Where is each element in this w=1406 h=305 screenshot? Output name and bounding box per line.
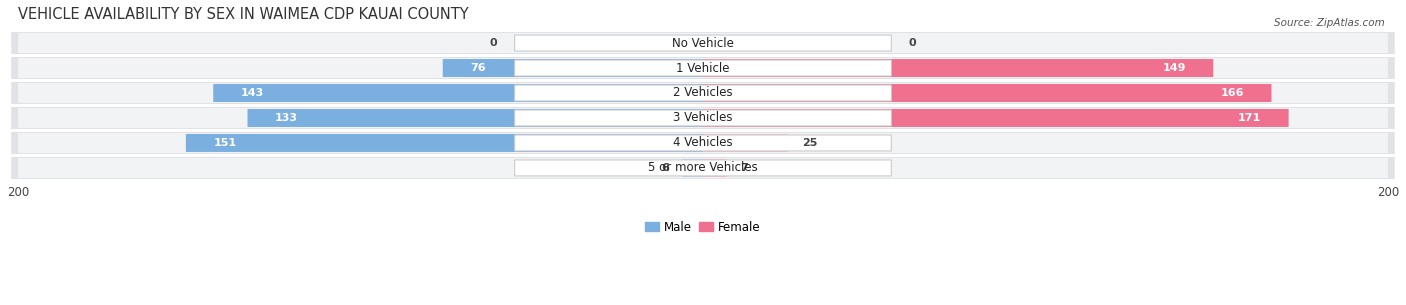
Text: 2 Vehicles: 2 Vehicles xyxy=(673,87,733,99)
FancyBboxPatch shape xyxy=(186,134,703,152)
FancyBboxPatch shape xyxy=(703,84,1271,102)
Text: 25: 25 xyxy=(803,138,818,148)
FancyBboxPatch shape xyxy=(515,110,891,126)
Text: 143: 143 xyxy=(240,88,264,98)
FancyBboxPatch shape xyxy=(11,157,1395,179)
FancyBboxPatch shape xyxy=(703,59,1213,77)
FancyBboxPatch shape xyxy=(11,132,1395,154)
Text: 149: 149 xyxy=(1163,63,1185,73)
Text: 171: 171 xyxy=(1237,113,1261,123)
FancyBboxPatch shape xyxy=(703,134,789,152)
FancyBboxPatch shape xyxy=(515,135,891,151)
FancyBboxPatch shape xyxy=(515,160,891,176)
Text: 3 Vehicles: 3 Vehicles xyxy=(673,111,733,124)
FancyBboxPatch shape xyxy=(682,159,703,177)
FancyBboxPatch shape xyxy=(11,107,1395,129)
FancyBboxPatch shape xyxy=(18,83,1388,103)
Text: 1 Vehicle: 1 Vehicle xyxy=(676,62,730,74)
FancyBboxPatch shape xyxy=(18,33,1388,53)
FancyBboxPatch shape xyxy=(18,58,1388,78)
Text: Source: ZipAtlas.com: Source: ZipAtlas.com xyxy=(1274,18,1385,28)
FancyBboxPatch shape xyxy=(214,84,703,102)
Text: 76: 76 xyxy=(470,63,485,73)
Text: No Vehicle: No Vehicle xyxy=(672,37,734,49)
FancyBboxPatch shape xyxy=(11,82,1395,104)
FancyBboxPatch shape xyxy=(18,158,1388,178)
Text: 6: 6 xyxy=(661,163,669,173)
Legend: Male, Female: Male, Female xyxy=(641,216,765,239)
FancyBboxPatch shape xyxy=(515,35,891,51)
FancyBboxPatch shape xyxy=(18,133,1388,153)
Text: 4 Vehicles: 4 Vehicles xyxy=(673,136,733,149)
FancyBboxPatch shape xyxy=(515,60,891,76)
FancyBboxPatch shape xyxy=(11,32,1395,54)
Text: 5 or more Vehicles: 5 or more Vehicles xyxy=(648,161,758,174)
FancyBboxPatch shape xyxy=(515,85,891,101)
Text: 7: 7 xyxy=(741,163,748,173)
Text: 0: 0 xyxy=(489,38,498,48)
FancyBboxPatch shape xyxy=(18,108,1388,128)
Text: 0: 0 xyxy=(908,38,917,48)
FancyBboxPatch shape xyxy=(443,59,703,77)
Text: 166: 166 xyxy=(1220,88,1244,98)
FancyBboxPatch shape xyxy=(703,159,727,177)
Text: 151: 151 xyxy=(214,138,236,148)
Text: 133: 133 xyxy=(276,113,298,123)
FancyBboxPatch shape xyxy=(11,57,1395,79)
Text: VEHICLE AVAILABILITY BY SEX IN WAIMEA CDP KAUAI COUNTY: VEHICLE AVAILABILITY BY SEX IN WAIMEA CD… xyxy=(18,7,468,22)
FancyBboxPatch shape xyxy=(703,109,1289,127)
FancyBboxPatch shape xyxy=(247,109,703,127)
